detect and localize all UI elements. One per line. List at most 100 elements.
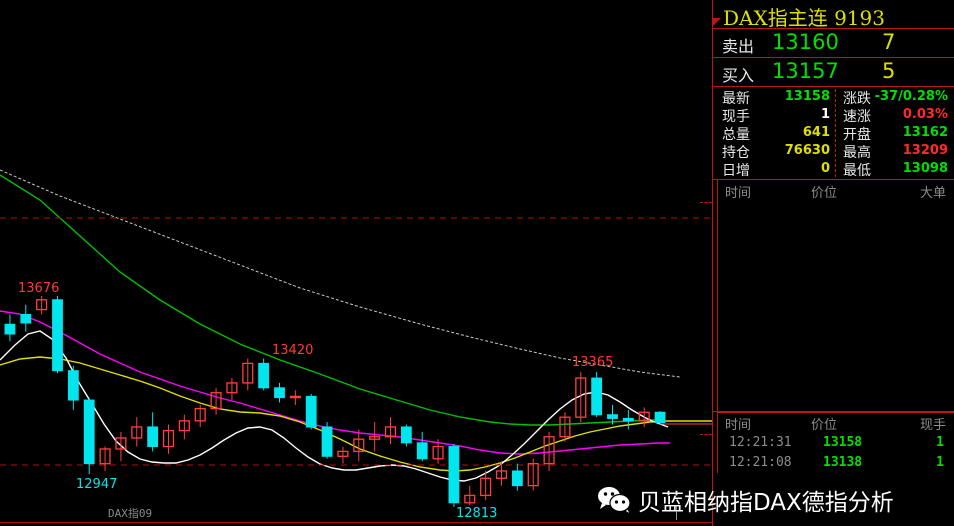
candle-body [543, 436, 555, 465]
instrument-title-bar[interactable]: DAX指主连 9193 [712, 0, 954, 30]
stat-label-openinterest: 持仓 [722, 145, 750, 161]
candle-body [559, 416, 571, 438]
candle-body [369, 436, 381, 440]
time-and-sales-header: 时间 价位 现手 [717, 412, 954, 433]
ma5-line [0, 330, 669, 482]
large-order-panel[interactable]: 时间 价位 大单 [700, 180, 954, 412]
stat-row-daychange: 日增 0 最低 13098 [712, 159, 954, 179]
annotation-swing-high-2: 13420 [272, 343, 314, 358]
bid-price: 13157 [772, 59, 839, 83]
candle-body [353, 438, 365, 453]
chart-cursor-tick [676, 505, 677, 520]
ts-row-time: 12:21:31 [729, 435, 792, 450]
candle-body [607, 414, 618, 419]
candle-body [511, 470, 523, 487]
instrument-title: DAX指主连 9193 [723, 6, 885, 30]
candle-body [258, 362, 270, 389]
large-order-header-price: 价位 [811, 186, 838, 201]
grid-divider [835, 89, 836, 177]
candle-body [305, 395, 317, 428]
ts-row-time: 12:21:08 [729, 455, 792, 470]
candle-body [226, 382, 238, 394]
stat-value-lastsize: 1 [820, 107, 830, 122]
annotation-swing-high-3: 13365 [572, 355, 614, 370]
stat-label-high: 最高 [843, 145, 871, 161]
candle-body [162, 429, 175, 448]
ask-label: 卖出 [722, 37, 755, 56]
ts-row-size: 1 [936, 435, 944, 450]
ts-row-price: 13158 [823, 435, 863, 450]
candle-body [178, 420, 190, 432]
large-order-header-time: 时间 [725, 186, 752, 201]
candle-body [83, 399, 95, 465]
stat-row-openinterest: 持仓 76630 最高 13209 [712, 141, 954, 161]
time-and-sales-panel[interactable]: 时间 价位 现手 12:21:31 13158 1 12:21:08 13138… [700, 412, 954, 473]
annotation-swing-low-1: 12947 [76, 477, 118, 492]
stat-value-daychange: 0 [820, 161, 830, 176]
large-order-frame [717, 180, 954, 411]
sidebar-divider [712, 0, 713, 526]
candle-series [4, 295, 666, 507]
candle-body [36, 299, 48, 311]
time-and-sales-row[interactable]: 12:21:31 13158 1 [717, 433, 954, 453]
stat-label-open: 开盘 [843, 127, 871, 143]
candle-body [575, 377, 587, 418]
candle-body [194, 407, 206, 422]
quote-sidebar: DAX指主连 9193 卖出 13160 7 买入 13157 5 最新 131… [700, 0, 954, 526]
chart-canvas[interactable] [0, 0, 712, 526]
ma60-line [0, 169, 681, 378]
candle-body [591, 377, 603, 416]
edge-dash-bottom [700, 434, 712, 435]
candle-body [321, 426, 333, 457]
stat-value-volume: 641 [802, 125, 830, 140]
edge-dash-top [700, 202, 712, 203]
ask-qty: 7 [882, 30, 896, 54]
ts-header-price: 价位 [811, 418, 838, 433]
stat-label-speed: 速涨 [843, 109, 871, 125]
stat-value-low: 13098 [902, 161, 948, 176]
candle-body [274, 387, 285, 399]
candlestick-chart-pane[interactable]: 13676 13420 13365 12947 12813 DAX指09 [0, 0, 712, 526]
candle-body [115, 437, 127, 450]
candle-body [416, 442, 428, 460]
large-order-header: 时间 价位 大单 [717, 180, 954, 201]
candle-body [654, 411, 666, 424]
candle-body [622, 417, 634, 422]
ts-header-size: 现手 [919, 418, 946, 433]
ts-row-size: 1 [936, 455, 944, 470]
candle-body [432, 445, 444, 460]
stat-row-last: 最新 13158 涨跌 -37/0.28% [712, 87, 954, 107]
stat-row-volume: 总量 641 开盘 13162 [712, 123, 954, 143]
candle-body [289, 395, 301, 399]
candle-body [464, 494, 476, 504]
candle-body [480, 477, 492, 497]
bid-row[interactable]: 买入 13157 5 [712, 58, 954, 87]
chart-code-label: DAX指09 [108, 507, 153, 520]
candle-body [495, 470, 508, 479]
candle-body [337, 450, 349, 457]
stat-value-open: 13162 [902, 125, 948, 140]
chart-bottom-divider [0, 522, 712, 523]
candle-body [52, 299, 63, 372]
stat-value-speed: 0.03% [902, 107, 948, 122]
candle-body [67, 370, 79, 401]
ma10-line [0, 356, 675, 472]
candle-body [99, 448, 111, 465]
annotation-swing-high-1: 13676 [18, 281, 60, 296]
ask-row[interactable]: 卖出 13160 7 [712, 29, 954, 58]
stat-label-low: 最低 [843, 163, 871, 179]
stat-label-volume: 总量 [722, 127, 750, 143]
candle-body [448, 446, 460, 504]
stat-value-high: 13209 [902, 143, 948, 158]
stat-label-change: 涨跌 [843, 91, 871, 107]
time-and-sales-row[interactable]: 12:21:08 13138 1 [717, 453, 954, 473]
candle-body [131, 426, 143, 439]
ts-header-time: 时间 [725, 418, 752, 433]
stat-value-last: 13158 [784, 89, 830, 104]
large-order-header-size: 大单 [919, 186, 946, 201]
candle-body [147, 426, 159, 448]
candle-body [400, 426, 412, 444]
candle-body [527, 462, 539, 487]
ma20-line [0, 310, 670, 455]
